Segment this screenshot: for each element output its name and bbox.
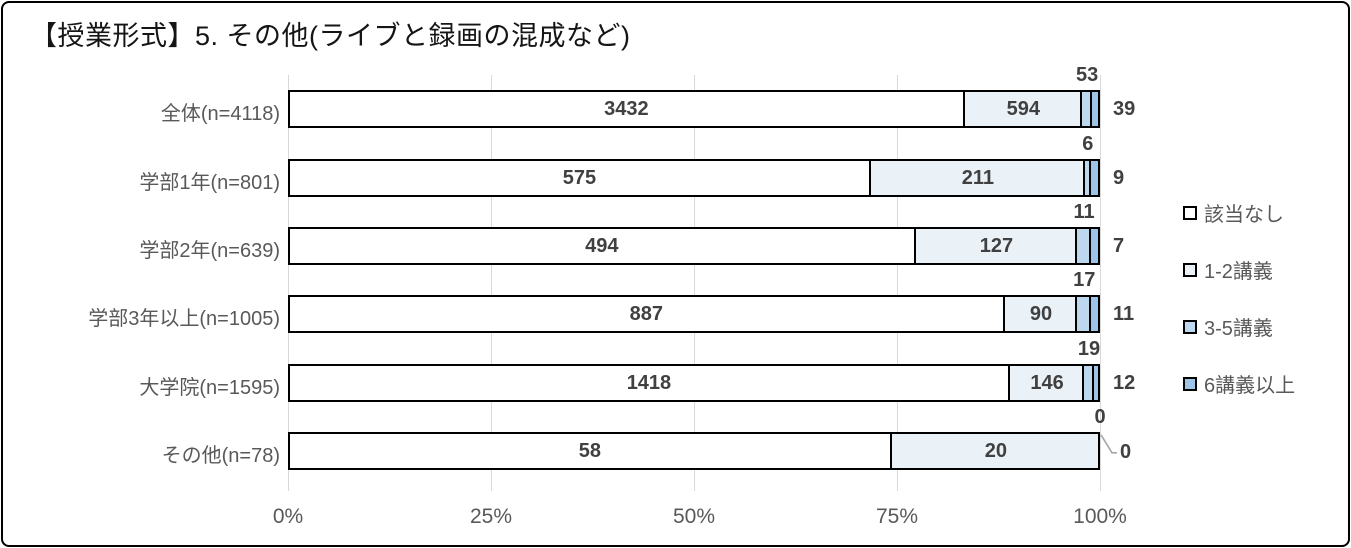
x-tick-label: 50% xyxy=(672,505,716,528)
legend-label: 3-5講義 xyxy=(1204,318,1273,340)
legend-item-1: 1-2講義 xyxy=(1183,255,1295,284)
segment-value-label: 146 xyxy=(1030,371,1064,394)
bar-segment-1-2講義 xyxy=(868,158,1085,197)
category-label: 学部1年(n=801) xyxy=(139,171,280,194)
bar-segment-該当なし xyxy=(288,431,892,470)
segment-value-label: 1418 xyxy=(626,371,672,394)
segment-value-label: 594 xyxy=(1006,98,1040,121)
bar-segment-該当なし xyxy=(288,90,965,129)
segment-value-label: 20 xyxy=(984,439,1007,462)
legend-swatch-icon xyxy=(1183,376,1197,391)
chart-title: 【授業形式】5. その他(ライブと録画の混成など) xyxy=(30,21,631,51)
bar-segment-該当なし xyxy=(288,158,871,197)
x-gridline xyxy=(897,75,898,491)
legend-swatch-icon xyxy=(1183,262,1197,277)
segment-value-label: 90 xyxy=(1029,303,1053,326)
legend-swatch-icon xyxy=(1183,319,1197,334)
above-value-label: 0 xyxy=(1094,405,1106,428)
x-gridline xyxy=(288,75,289,491)
category-label: 全体(n=4118) xyxy=(160,103,280,126)
bar-segment-該当なし xyxy=(288,363,1010,402)
segment-value-label: 887 xyxy=(629,303,664,326)
bar-segment-6講義以上 xyxy=(1089,295,1100,334)
legend-item-2: 3-5講義 xyxy=(1183,312,1295,341)
legend-item-0: 該当なし xyxy=(1183,198,1295,227)
category-label: 学部3年以上(n=1005) xyxy=(88,308,280,331)
bar-segment-6講義以上 xyxy=(1091,363,1100,402)
bar-segment-1-2講義 xyxy=(1007,363,1085,402)
bar-segment-1-2講義 xyxy=(913,226,1078,265)
legend-label: 該当なし xyxy=(1204,204,1284,226)
above-value-label: 17 xyxy=(1073,269,1096,292)
bar-segment-1-2講義 xyxy=(1002,295,1078,334)
segment-value-label: 58 xyxy=(578,439,602,462)
bar-segment-該当なし xyxy=(288,295,1005,334)
legend-label: 6講義以上 xyxy=(1204,375,1296,397)
bar-segment-6講義以上 xyxy=(1090,90,1100,129)
leader-line xyxy=(1100,434,1117,454)
bar-segment-6講義以上 xyxy=(1089,226,1100,265)
above-value-label: 6 xyxy=(1082,132,1094,155)
bar-segment-該当なし xyxy=(288,226,916,265)
segment-value-label: 494 xyxy=(585,234,619,257)
x-gridline xyxy=(694,75,695,491)
right-value-label: 11 xyxy=(1113,303,1135,326)
legend-swatch-icon xyxy=(1183,205,1197,220)
x-tick-label: 25% xyxy=(469,505,513,528)
category-label: 学部2年(n=639) xyxy=(139,239,280,262)
segment-value-label: 3432 xyxy=(604,98,649,121)
x-tick-label: 0% xyxy=(272,505,304,528)
x-tick-label: 100% xyxy=(1073,505,1127,528)
right-value-label: 0 xyxy=(1120,440,1132,463)
bar-segment-6講義以上 xyxy=(1088,158,1100,197)
x-tick-label: 75% xyxy=(875,505,919,528)
x-gridline xyxy=(491,75,492,491)
category-label: その他(n=78) xyxy=(161,444,280,467)
x-gridline xyxy=(1100,75,1101,491)
right-value-label: 39 xyxy=(1113,98,1136,121)
legend-item-3: 6講義以上 xyxy=(1183,369,1295,398)
legend-label: 1-2講義 xyxy=(1204,261,1273,283)
category-label: 大学院(n=1595) xyxy=(139,376,280,399)
legend: 該当なし 1-2講義 3-5講義 6講義以上 xyxy=(1183,198,1295,398)
segment-value-label: 127 xyxy=(979,234,1014,257)
segment-value-label: 575 xyxy=(562,166,597,189)
above-value-label: 19 xyxy=(1077,337,1101,360)
bar-segment-1-2講義 xyxy=(889,431,1100,470)
above-value-label: 53 xyxy=(1075,64,1099,87)
segment-value-label: 211 xyxy=(961,166,994,189)
right-value-label: 7 xyxy=(1113,234,1125,257)
right-value-label: 12 xyxy=(1113,371,1136,394)
above-value-label: 11 xyxy=(1073,200,1095,223)
right-value-label: 9 xyxy=(1113,166,1125,189)
